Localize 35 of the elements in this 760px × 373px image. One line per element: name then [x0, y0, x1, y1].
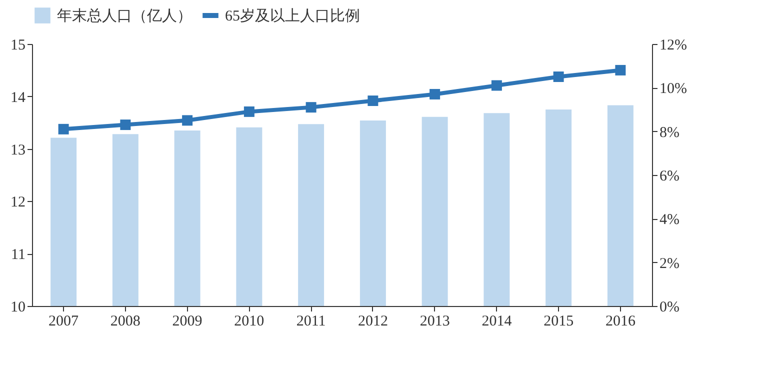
point	[368, 96, 378, 106]
x-tick-label: 2016	[605, 314, 636, 330]
y-tick-label: 10	[10, 300, 26, 316]
x-tick-label: 2008	[110, 314, 140, 330]
x-tick-label: 2007	[48, 314, 80, 330]
y-tick-label: 14	[10, 90, 26, 106]
y-tick-label: 13	[10, 142, 26, 158]
y2-tick-label: 10%	[660, 81, 687, 98]
y-tick-label: 11	[11, 247, 26, 264]
point	[553, 72, 564, 82]
y2-tick-label: 12%	[660, 38, 687, 54]
x-tick-label: 2013	[420, 314, 450, 330]
y2-tick-label: 6%	[660, 168, 680, 184]
y2-tick-label: 4%	[660, 212, 680, 228]
y-tick-label: 15	[10, 38, 26, 54]
point	[306, 102, 316, 113]
legend-label: 65岁及以上人口比例	[225, 8, 360, 24]
x-tick-label: 2009	[172, 314, 202, 330]
x-tick-label: 2010	[234, 314, 264, 330]
y2-tick-label: 2%	[660, 256, 680, 272]
y2-tick-label: 0%	[660, 300, 680, 316]
y-tick-label: 12	[10, 194, 26, 211]
point	[615, 64, 626, 76]
point	[244, 106, 254, 117]
point	[430, 88, 440, 100]
point	[58, 124, 69, 134]
y2-tick-label: 8%	[660, 124, 680, 141]
x-tick-label: 2011	[296, 314, 326, 330]
x-tick-label: 2012	[358, 314, 388, 330]
x-tick-label: 2015	[544, 314, 574, 330]
point	[491, 80, 502, 91]
x-tick-label: 2014	[482, 314, 512, 330]
point	[182, 115, 193, 126]
legend-label: 年末总人口（亿人）	[57, 8, 192, 24]
point	[120, 120, 131, 130]
